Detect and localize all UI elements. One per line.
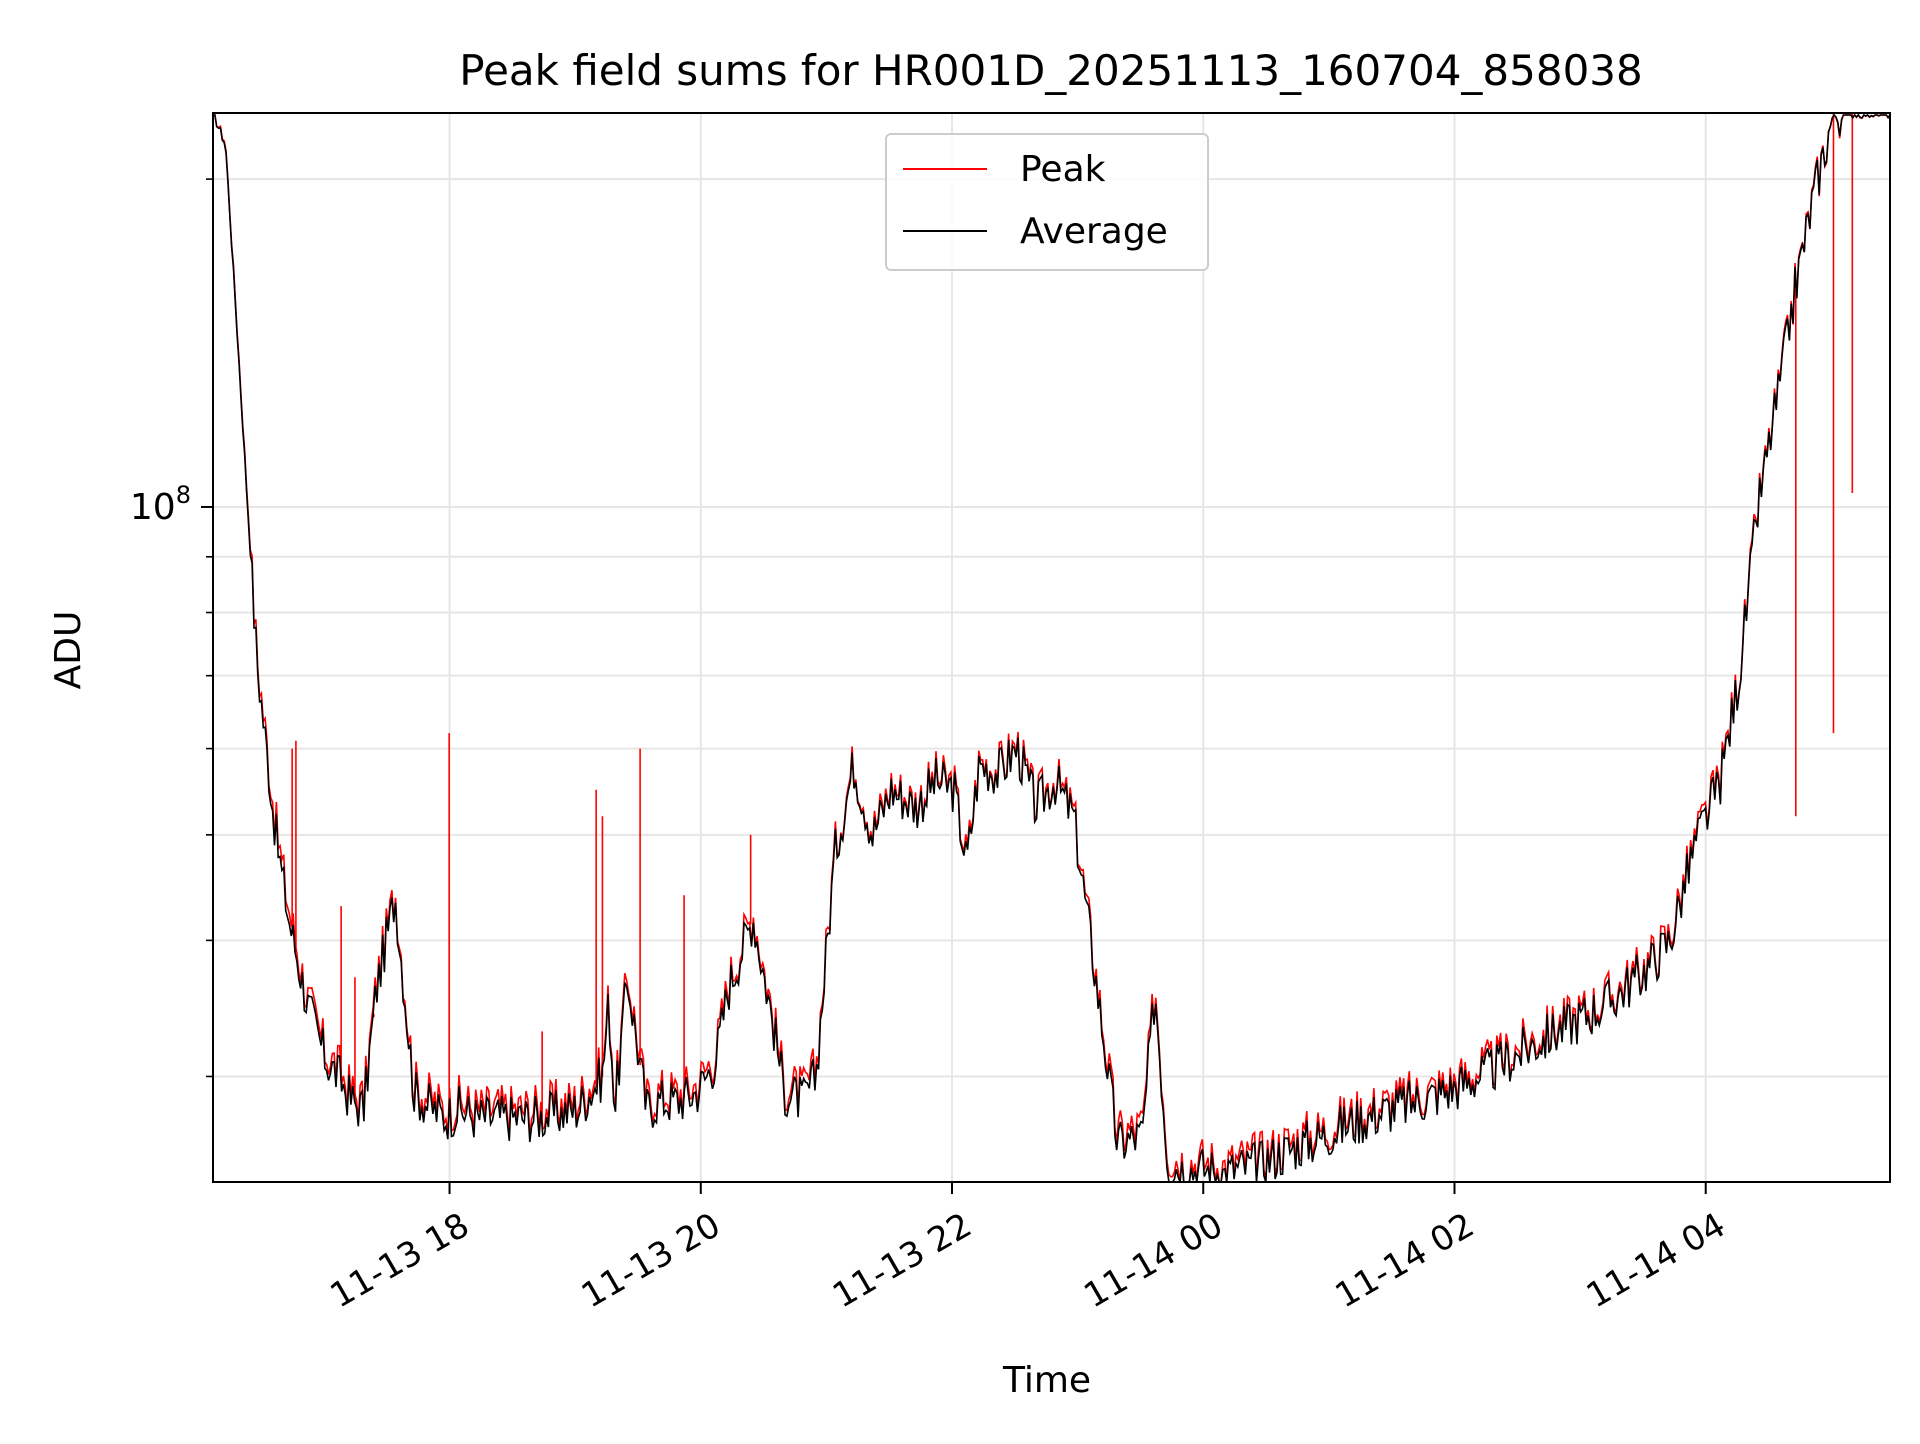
plot-frame [212,112,1891,1183]
series-lines [213,113,1890,1182]
legend-label-average: Average [1020,211,1168,252]
series-average-line [213,113,1890,1182]
series-group [213,113,1890,1182]
legend: Peak Average [885,133,1209,271]
x-axis-label: Time [1002,1360,1091,1401]
y-tick-exponent: 8 [176,481,191,509]
legend-label-peak: Peak [1020,149,1106,190]
chart-title: Peak field sums for HR001D_20251113_1607… [459,46,1643,95]
y-axis-label: ADU [48,611,89,690]
